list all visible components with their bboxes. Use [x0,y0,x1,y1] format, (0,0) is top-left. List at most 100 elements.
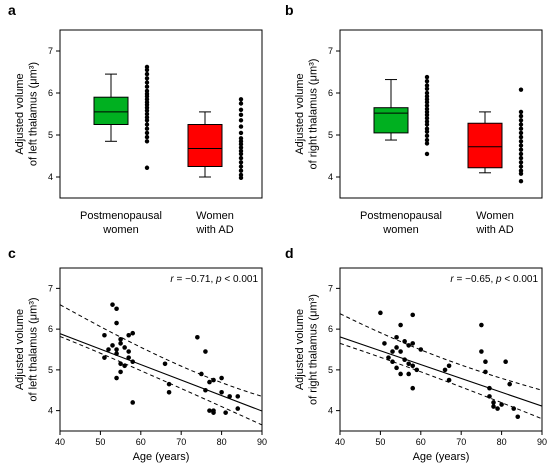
data-point [410,385,416,391]
data-point [219,389,224,395]
data-point [424,151,430,157]
plot-frame [59,267,263,432]
data-point [114,351,119,356]
box-iqr [187,124,223,167]
y-tick-label: 7 [328,46,333,56]
y-tick-label: 6 [328,88,333,98]
data-point [424,86,430,92]
data-point [518,179,524,184]
data-point [144,71,150,77]
data-point [398,322,403,328]
data-point [491,404,496,409]
data-point [424,83,430,88]
data-point [410,312,416,318]
data-point [518,109,524,115]
y-axis-label: Adjusted volumeof left thalamus (μm³) [14,297,39,401]
panel-label-a: a [8,2,16,18]
data-point [102,332,107,338]
data-point [518,126,524,131]
data-point [487,394,492,399]
data-point [238,155,244,161]
y-axis-label: Adjusted volumeof right thalamus (μm³) [294,59,319,170]
x-axis-label: Age (years) [133,451,190,463]
data-point [238,130,244,136]
data-point [219,375,224,381]
data-point [144,67,150,73]
x-tick-label: 50 [95,437,105,447]
data-point [144,139,150,144]
data-point [406,343,411,348]
data-point [114,320,119,326]
data-point [203,387,208,393]
confidence-band-lower [60,335,262,426]
data-point [424,112,430,118]
data-point [144,165,150,170]
data-point [238,124,244,129]
data-point [424,103,430,108]
y-tick-label: 6 [48,88,53,98]
data-point [223,410,228,415]
data-point [235,394,241,399]
data-point [144,111,150,117]
data-point [238,168,244,173]
data-point [515,414,521,420]
data-point [518,171,524,176]
data-point [410,341,416,346]
data-point [166,389,172,395]
data-point [424,133,430,139]
y-tick-label: 4 [48,406,53,416]
data-point [118,369,123,375]
y-tick-label: 7 [48,46,53,56]
data-point [238,164,244,169]
data-point [378,310,383,316]
panel-d-scatter: 4 5 6 7 Adjusted volumeof right thalamus (μm… [294,267,547,463]
y-tick-label: 7 [328,283,333,293]
data-point [491,400,496,405]
data-point [518,143,524,148]
x-tick-label: 70 [456,437,466,447]
data-point [102,355,107,360]
y-tick-label: 4 [328,172,333,182]
y-tick-label: 7 [48,283,53,293]
data-point [518,160,524,165]
data-point [414,367,420,373]
data-point [518,151,524,157]
data-point [238,118,244,123]
y-tick-label: 6 [328,324,333,334]
data-point [495,406,500,411]
data-point [144,84,150,89]
correlation-annotation: r = −0.65, p < 0.001 [450,274,538,285]
data-point [424,79,430,84]
regression-line [60,333,262,412]
y-tick-label: 5 [328,365,333,375]
data-point [424,116,430,121]
data-point [144,122,150,127]
data-point [386,355,391,360]
data-point [394,334,399,340]
data-point [518,130,524,136]
data-point [144,126,150,131]
data-point [424,100,430,105]
y-axis-label: Adjusted volumeof left thalamus (μm³) [14,62,39,166]
data-point [238,101,244,106]
data-point [382,341,387,346]
data-point [406,371,411,377]
x-tick-label: 40 [335,437,345,447]
data-point [398,371,403,377]
data-point [518,118,524,123]
category-label: Women with AD [475,210,514,236]
x-tick-label: 50 [375,437,385,447]
data-point [518,147,524,152]
plot-content [60,304,262,426]
data-point [394,365,399,371]
data-point [402,339,407,344]
category-label: Postmenopausal women [360,210,442,236]
panel-b-boxplot: 4 5 6 7 Adjusted volumeof right thalamus (μm… [294,29,543,236]
data-point [130,330,136,336]
data-point [238,151,244,157]
category-label: Postmenopausal women [80,210,162,236]
data-point [424,141,430,146]
data-point [110,343,115,348]
data-point [211,377,216,383]
x-tick-label: 80 [217,437,227,447]
